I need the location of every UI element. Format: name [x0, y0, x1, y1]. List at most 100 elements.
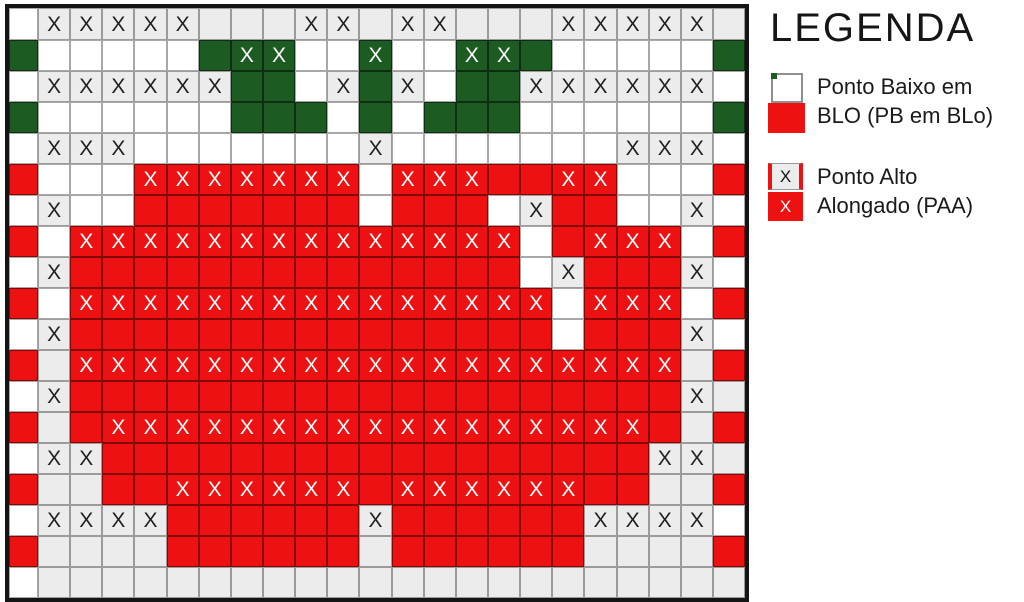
grid-cell [295, 40, 328, 71]
grid-cell [9, 71, 38, 102]
grid-cell: X [359, 133, 392, 164]
grid-cell: X [648, 8, 681, 40]
grid-cell [712, 536, 746, 567]
grid-cell: X [38, 257, 71, 288]
grid-cell [230, 381, 263, 412]
grid-cell: X [327, 71, 360, 102]
grid-cell [520, 8, 553, 40]
grid-cell [616, 474, 649, 505]
grid-cell [262, 195, 296, 226]
grid-cell: X [359, 226, 392, 257]
grid-cell [38, 40, 71, 71]
grid-cell [648, 195, 681, 226]
grid-cell [552, 319, 585, 350]
grid-cell: X [230, 350, 263, 381]
grid-cell [391, 102, 424, 133]
grid-cell: X [198, 350, 231, 381]
grid-cell [487, 71, 521, 102]
grid-cell [391, 133, 424, 164]
grid-cell [552, 288, 585, 319]
grid-cell [455, 71, 488, 102]
grid-cell: X [648, 133, 681, 164]
pb-swatch-red-cell [768, 103, 805, 133]
grid-cell [680, 164, 713, 195]
grid-cell [134, 567, 167, 598]
grid-cell [9, 164, 38, 195]
grid-cell [70, 102, 103, 133]
grid-cell: X [38, 319, 71, 350]
grid-cell [423, 195, 456, 226]
grid-cell [391, 567, 424, 598]
grid-cell: X [520, 412, 553, 443]
grid-cell [520, 40, 553, 71]
grid-cell [134, 474, 167, 505]
grid-cell [166, 133, 199, 164]
grid-cell: X [391, 412, 424, 443]
grid-cell [552, 505, 585, 536]
grid-cell [520, 102, 553, 133]
grid-cell [262, 71, 296, 102]
grid-cell [327, 102, 360, 133]
grid-cell [38, 102, 71, 133]
grid-cell: X [584, 412, 617, 443]
grid-cell: X [295, 164, 328, 195]
grid-cell [487, 102, 521, 133]
green-dot [771, 73, 777, 79]
grid-cell [9, 195, 38, 226]
grid-cell [262, 8, 296, 40]
grid-cell: X [648, 288, 681, 319]
grid-cell [680, 226, 713, 257]
grid-cell: X [680, 257, 713, 288]
grid-cell [38, 536, 71, 567]
grid-cell [295, 195, 328, 226]
grid-cell: X [423, 164, 456, 195]
grid-cell: X [680, 505, 713, 536]
paa-swatch-red-cell: X [768, 192, 803, 221]
grid-cell: X [616, 226, 649, 257]
grid-cell: X [391, 350, 424, 381]
grid-cell: X [584, 505, 617, 536]
grid-cell: X [552, 257, 585, 288]
grid-cell [712, 40, 746, 71]
grid-cell [327, 195, 360, 226]
paa-swatch-gray-cell: X [768, 163, 803, 190]
grid-cell: X [262, 164, 296, 195]
grid-cell: X [423, 288, 456, 319]
grid-cell: X [134, 8, 167, 40]
grid-cell [712, 164, 746, 195]
grid-cell [455, 257, 488, 288]
grid-cell [487, 133, 521, 164]
grid-cell [584, 257, 617, 288]
grid-cell: X [680, 71, 713, 102]
grid-cell [198, 381, 231, 412]
grid-cell [359, 319, 392, 350]
grid-cell [166, 195, 199, 226]
grid-cell: X [166, 288, 199, 319]
grid-cell: X [102, 350, 135, 381]
grid-cell [38, 474, 71, 505]
grid-cell [295, 319, 328, 350]
grid-cell [134, 257, 167, 288]
grid-cell [359, 567, 392, 598]
grid-cell [295, 536, 328, 567]
grid-cell [295, 133, 328, 164]
grid-cell: X [487, 288, 521, 319]
grid-cell: X [359, 40, 392, 71]
grid-cell [680, 102, 713, 133]
grid-cell: X [230, 474, 263, 505]
grid-cell [648, 102, 681, 133]
grid-cell: X [391, 226, 424, 257]
grid-cell [102, 567, 135, 598]
grid-cell [520, 567, 553, 598]
grid-cell [359, 257, 392, 288]
grid-cell [134, 133, 167, 164]
grid-cell: X [680, 133, 713, 164]
grid-cell [359, 71, 392, 102]
grid-cell [134, 195, 167, 226]
grid-cell [584, 536, 617, 567]
grid-cell: X [455, 226, 488, 257]
grid-cell: X [38, 71, 71, 102]
grid-cell: X [166, 8, 199, 40]
grid-cell: X [230, 164, 263, 195]
grid-cell [712, 71, 746, 102]
